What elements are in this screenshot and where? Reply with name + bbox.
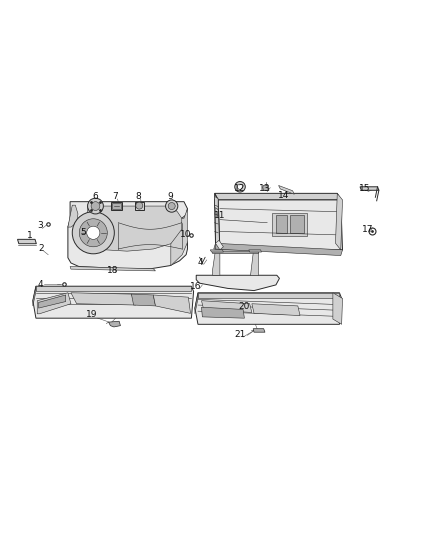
Polygon shape — [215, 197, 218, 209]
Polygon shape — [276, 215, 287, 233]
Text: 11: 11 — [214, 211, 226, 220]
Polygon shape — [333, 293, 343, 324]
Circle shape — [235, 182, 245, 192]
Text: 7: 7 — [112, 192, 118, 201]
Polygon shape — [171, 209, 187, 265]
Polygon shape — [37, 293, 71, 314]
Polygon shape — [196, 275, 279, 290]
Text: 8: 8 — [135, 192, 141, 201]
Polygon shape — [87, 206, 182, 251]
Polygon shape — [336, 193, 343, 250]
Text: 14: 14 — [278, 191, 290, 199]
Polygon shape — [279, 185, 294, 194]
Polygon shape — [18, 239, 36, 244]
Polygon shape — [68, 205, 78, 227]
Polygon shape — [214, 243, 343, 255]
Polygon shape — [111, 201, 122, 209]
Text: 1: 1 — [27, 231, 33, 240]
Text: 10: 10 — [180, 230, 191, 239]
Text: 4: 4 — [198, 259, 203, 268]
Polygon shape — [215, 193, 220, 250]
Text: 21: 21 — [234, 330, 245, 339]
Polygon shape — [109, 321, 120, 327]
Polygon shape — [135, 201, 144, 209]
Polygon shape — [68, 220, 187, 269]
Polygon shape — [131, 294, 155, 306]
Text: 18: 18 — [107, 266, 119, 276]
Text: 15: 15 — [359, 184, 370, 193]
Text: 2: 2 — [39, 245, 44, 254]
Polygon shape — [71, 293, 136, 305]
Polygon shape — [250, 250, 258, 275]
Polygon shape — [39, 295, 66, 308]
Polygon shape — [360, 187, 379, 190]
Text: 13: 13 — [259, 184, 271, 193]
Polygon shape — [153, 295, 191, 313]
Text: 12: 12 — [234, 184, 246, 193]
Polygon shape — [210, 250, 223, 252]
Polygon shape — [249, 250, 261, 252]
Text: 20: 20 — [238, 302, 250, 311]
Polygon shape — [70, 266, 155, 271]
Polygon shape — [112, 203, 121, 209]
Polygon shape — [201, 307, 244, 318]
Polygon shape — [272, 213, 307, 236]
Polygon shape — [215, 240, 223, 250]
Polygon shape — [33, 286, 194, 318]
Text: 6: 6 — [92, 192, 99, 201]
Polygon shape — [36, 286, 191, 292]
Polygon shape — [33, 286, 36, 306]
Polygon shape — [252, 304, 300, 316]
Circle shape — [237, 184, 243, 189]
Polygon shape — [201, 301, 252, 312]
Polygon shape — [195, 293, 342, 324]
Circle shape — [91, 201, 100, 211]
Polygon shape — [195, 293, 198, 314]
Polygon shape — [290, 215, 304, 233]
Text: 3: 3 — [37, 221, 43, 230]
Circle shape — [88, 198, 103, 214]
Circle shape — [79, 219, 107, 247]
Polygon shape — [212, 250, 220, 275]
Text: 9: 9 — [167, 192, 173, 201]
Polygon shape — [70, 201, 187, 220]
Polygon shape — [215, 193, 341, 200]
Text: 16: 16 — [190, 282, 201, 290]
Text: 5: 5 — [80, 228, 86, 237]
Polygon shape — [253, 329, 265, 332]
Text: 19: 19 — [86, 310, 98, 319]
Circle shape — [166, 200, 178, 212]
Polygon shape — [263, 185, 269, 191]
Circle shape — [72, 212, 114, 254]
Circle shape — [87, 226, 100, 239]
Polygon shape — [212, 251, 258, 253]
Polygon shape — [198, 293, 339, 298]
Polygon shape — [218, 200, 343, 250]
Text: 4: 4 — [38, 279, 43, 288]
Text: 17: 17 — [362, 225, 374, 234]
Circle shape — [136, 202, 143, 209]
Circle shape — [168, 203, 175, 209]
